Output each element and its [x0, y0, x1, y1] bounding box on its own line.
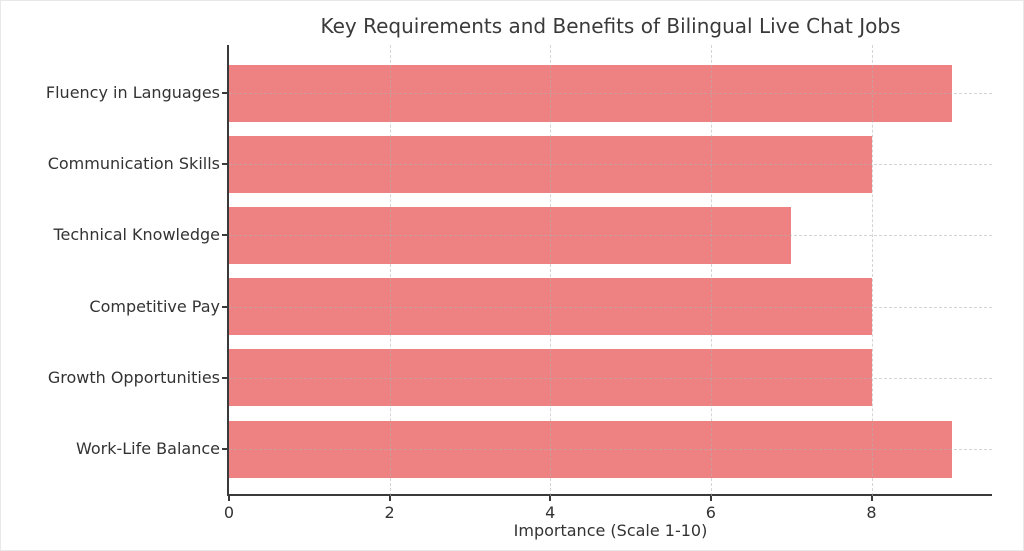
x-axis-label: Importance (Scale 1-10) — [513, 521, 708, 540]
gridline-horizontal — [229, 93, 992, 94]
gridline-vertical — [389, 45, 391, 496]
y-tick-label-growth-opportunities: Growth Opportunities — [47, 367, 220, 387]
gridline-horizontal — [229, 377, 992, 379]
y-tick-mark — [222, 448, 227, 450]
y-tick-mark — [222, 92, 227, 94]
gridline-horizontal — [229, 306, 992, 308]
plot-area: 0 2 4 6 8 — [222, 45, 992, 522]
x-tick-label-6: 6 — [705, 503, 716, 522]
x-tick-mark — [870, 496, 873, 501]
y-tick-label-work-life-balance: Work-Life Balance — [75, 439, 220, 458]
y-tick-label-fluency-in-languages: Fluency in Languages — [45, 83, 220, 102]
y-tick-mark — [222, 234, 227, 237]
y-tick-mark — [222, 376, 227, 379]
gridline-vertical — [710, 45, 712, 496]
y-tick-label-communication-skills: Communication Skills — [47, 154, 220, 174]
x-tick-label-4: 4 — [545, 503, 556, 522]
x-tick-mark — [228, 496, 230, 501]
y-axis-spine — [227, 45, 229, 496]
x-tick-label-8: 8 — [866, 503, 877, 522]
gridline-vertical — [871, 45, 873, 496]
y-tick-label-competitive-pay: Competitive Pay — [89, 296, 220, 316]
x-tick-mark — [549, 496, 552, 501]
y-tick-label-technical-knowledge: Technical Knowledge — [53, 225, 220, 245]
y-tick-mark — [222, 163, 227, 166]
gridline-horizontal — [229, 449, 992, 450]
x-tick-label-2: 2 — [384, 503, 395, 522]
y-tick-mark — [222, 305, 227, 308]
gridline-horizontal — [229, 235, 992, 237]
x-tick-mark — [388, 496, 391, 501]
chart-title: Key Requirements and Benefits of Bilingu… — [320, 14, 901, 38]
y-axis-labels: Fluency in Languages Communication Skills… — [1, 45, 220, 496]
gridline-horizontal — [229, 164, 992, 166]
x-tick-mark — [709, 496, 712, 501]
x-axis-spine — [227, 494, 992, 496]
x-tick-label-0: 0 — [223, 503, 235, 522]
gridline-vertical — [550, 45, 552, 496]
